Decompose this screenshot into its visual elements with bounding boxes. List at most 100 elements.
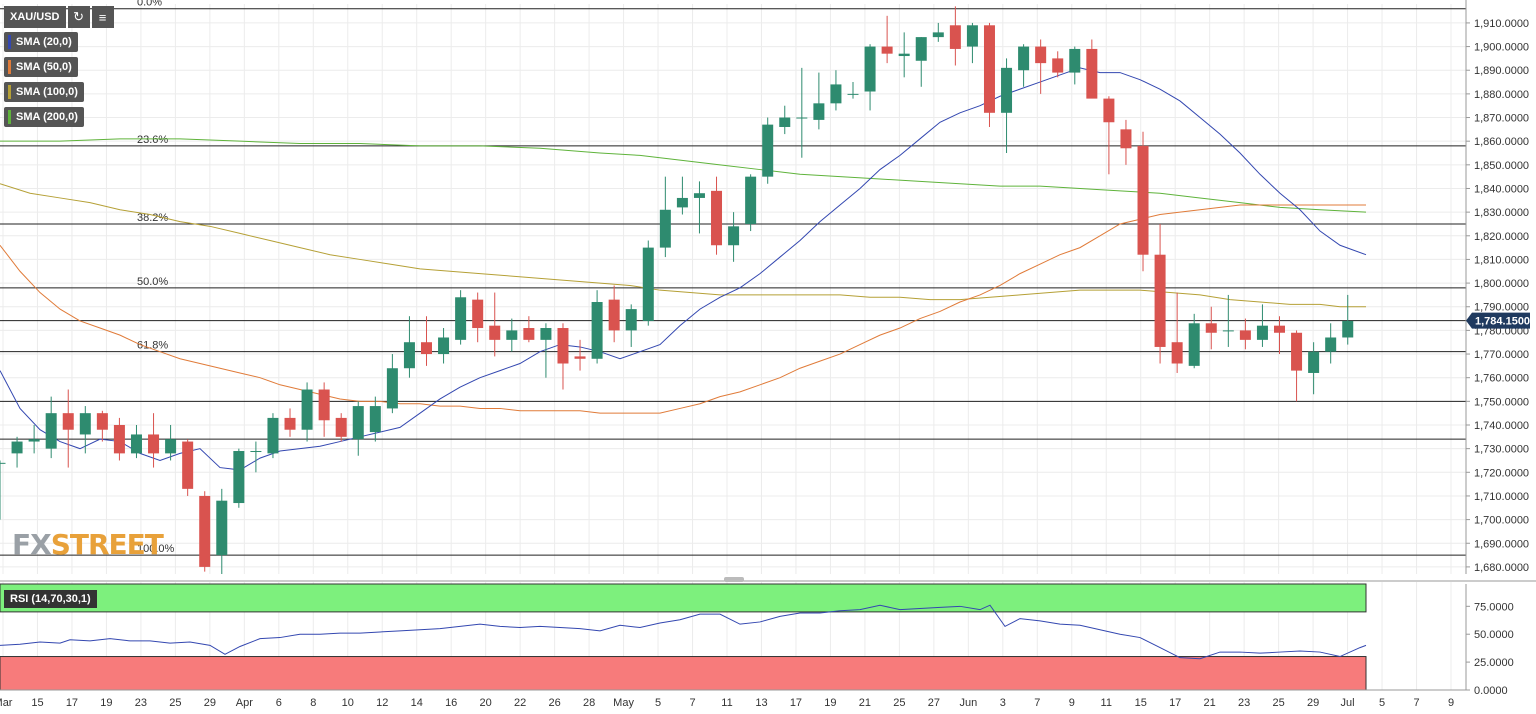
candle-body bbox=[1001, 67, 1013, 113]
refresh-icon[interactable]: ↻ bbox=[67, 6, 90, 28]
candle-body bbox=[864, 46, 876, 92]
sma50-line bbox=[0, 204, 1366, 414]
candle-body bbox=[676, 197, 688, 208]
y-tick-label: 1,730.0000 bbox=[1474, 444, 1529, 456]
rsi-tick-label: 50.0000 bbox=[1474, 629, 1514, 641]
x-tick-label: 27 bbox=[928, 697, 940, 709]
candle-body bbox=[1035, 46, 1047, 64]
x-tick-label: 19 bbox=[824, 697, 836, 709]
candle-body bbox=[301, 389, 313, 430]
candle-body bbox=[1274, 325, 1285, 333]
candle-body bbox=[642, 247, 654, 321]
candle-body bbox=[318, 389, 330, 421]
x-tick-label: 15 bbox=[1135, 697, 1147, 709]
candle-body bbox=[148, 434, 160, 454]
candle-body bbox=[523, 328, 535, 340]
candle-body bbox=[284, 417, 296, 430]
x-tick-label: 13 bbox=[755, 697, 767, 709]
y-tick-label: 1,750.0000 bbox=[1474, 396, 1529, 408]
candle-body bbox=[983, 25, 995, 113]
legend-label: SMA (100,0) bbox=[16, 86, 78, 98]
legend-sma20[interactable]: SMA (20,0) bbox=[4, 32, 78, 52]
time-axis: Mar 15 17 19 23 25 29 Apr 6 8 10 12 14 16 20 22 26 28 May 5… bbox=[0, 689, 1466, 709]
x-tick-label: 8 bbox=[310, 697, 316, 709]
y-tick-label: 1,890.0000 bbox=[1474, 65, 1529, 77]
x-tick-label: 12 bbox=[376, 697, 388, 709]
sma-lines bbox=[0, 67, 1367, 471]
y-tick-label: 1,900.0000 bbox=[1474, 42, 1529, 54]
rsi-pane: 75.0000 50.0000 25.0000 0.0000 bbox=[0, 580, 1536, 697]
price-axis: 1,680.0000 1,690.0000 1,700.0000 1,710.0000… bbox=[1465, 0, 1530, 574]
candle-body bbox=[1188, 323, 1200, 366]
sma50-swatch bbox=[8, 60, 11, 74]
x-tick-label: 17 bbox=[66, 697, 78, 709]
candle-body bbox=[1291, 332, 1303, 371]
rsi-tick-label: 75.0000 bbox=[1474, 601, 1514, 613]
candle-body bbox=[1222, 330, 1234, 332]
candle-body bbox=[1137, 145, 1149, 255]
sma20-swatch bbox=[8, 35, 11, 49]
candle-body bbox=[1308, 351, 1320, 373]
y-tick-label: 1,910.0000 bbox=[1474, 18, 1529, 30]
x-tick-label: 25 bbox=[893, 697, 905, 709]
candle-body bbox=[455, 297, 467, 340]
y-tick-label: 1,740.0000 bbox=[1474, 420, 1529, 432]
x-tick-label: 19 bbox=[100, 697, 112, 709]
candle-body bbox=[847, 93, 859, 95]
x-tick-label: 9 bbox=[1448, 697, 1454, 709]
candle-body bbox=[472, 299, 484, 329]
x-tick-label: 21 bbox=[859, 697, 871, 709]
legend-sma50[interactable]: SMA (50,0) bbox=[4, 57, 78, 77]
candle-body bbox=[1154, 254, 1166, 347]
candle-body bbox=[574, 356, 586, 359]
y-tick-label: 1,860.0000 bbox=[1474, 136, 1529, 148]
legend-label: SMA (50,0) bbox=[16, 61, 72, 73]
candle-body bbox=[489, 325, 501, 340]
candle-body bbox=[1239, 330, 1251, 340]
x-tick-label: Jun bbox=[959, 697, 977, 709]
fib-label: 100.0% bbox=[137, 543, 175, 555]
pane-resize-handle[interactable] bbox=[724, 577, 744, 582]
rsi-label[interactable]: RSI (14,70,30,1) bbox=[4, 590, 97, 608]
x-tick-label: 20 bbox=[480, 697, 492, 709]
candle-body bbox=[830, 84, 842, 104]
candle-body bbox=[881, 46, 893, 54]
sma200-line bbox=[0, 138, 1367, 213]
candle-body bbox=[216, 500, 228, 556]
symbol-bar: XAU/USD ↻ ≡ bbox=[4, 6, 114, 28]
candle-body bbox=[1086, 48, 1098, 99]
legend-label: SMA (20,0) bbox=[16, 36, 72, 48]
x-tick-label: 7 bbox=[689, 697, 695, 709]
candle-body bbox=[438, 337, 450, 355]
candle-body bbox=[335, 417, 347, 437]
legend-label: SMA (200,0) bbox=[16, 111, 78, 123]
legend-sma200[interactable]: SMA (200,0) bbox=[4, 107, 84, 127]
symbol-label[interactable]: XAU/USD bbox=[4, 6, 66, 28]
x-tick-label: Mar bbox=[0, 697, 13, 709]
candle-body bbox=[966, 25, 978, 47]
y-tick-label: 1,710.0000 bbox=[1474, 491, 1529, 503]
candle-body bbox=[506, 330, 518, 340]
last-price-tag bbox=[1466, 312, 1530, 329]
x-tick-label: 17 bbox=[1169, 697, 1181, 709]
candle-body bbox=[421, 342, 432, 355]
candle-body bbox=[540, 328, 552, 340]
candle-body bbox=[659, 209, 671, 248]
candle-body bbox=[1018, 46, 1030, 71]
candle-body bbox=[352, 406, 364, 440]
candle-body bbox=[165, 439, 177, 454]
sma100-line bbox=[0, 183, 1366, 308]
candle-body bbox=[762, 124, 774, 177]
legend-sma100[interactable]: SMA (100,0) bbox=[4, 82, 84, 102]
y-tick-label: 1,810.0000 bbox=[1474, 254, 1529, 266]
logo-fx: FX bbox=[12, 528, 52, 561]
x-tick-label: 7 bbox=[1034, 697, 1040, 709]
x-tick-label: 15 bbox=[31, 697, 43, 709]
x-tick-label: 11 bbox=[721, 697, 732, 709]
y-tick-label: 1,790.0000 bbox=[1474, 302, 1529, 314]
candle-body bbox=[182, 441, 194, 489]
candle-body bbox=[250, 451, 262, 453]
indicators-icon[interactable]: ≡ bbox=[91, 6, 114, 28]
y-tick-label: 1,690.0000 bbox=[1474, 538, 1529, 550]
